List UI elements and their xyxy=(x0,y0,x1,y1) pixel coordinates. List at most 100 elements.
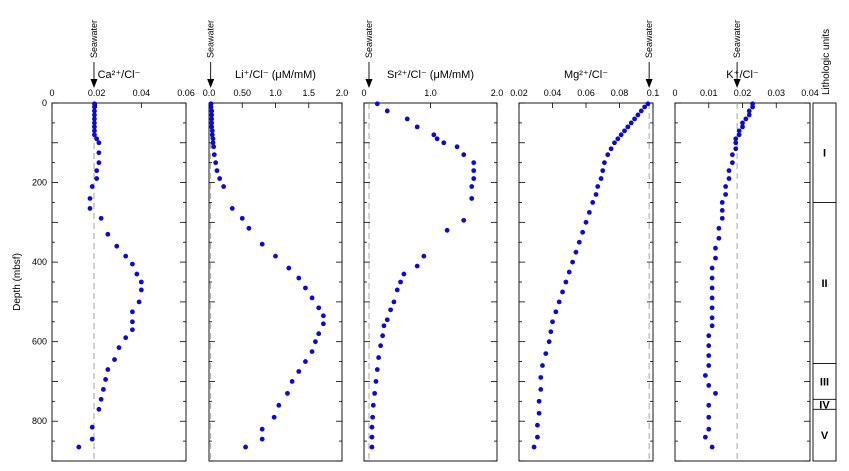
data-point xyxy=(602,160,607,166)
data-point xyxy=(706,353,712,358)
data-point xyxy=(625,124,631,130)
data-point xyxy=(706,402,712,408)
data-point xyxy=(114,243,120,249)
data-point xyxy=(98,396,104,402)
data-point xyxy=(373,379,379,384)
data-point xyxy=(130,261,135,267)
y-tick-label: 400 xyxy=(32,257,47,267)
plot-frame xyxy=(363,102,498,462)
data-point xyxy=(211,152,217,158)
data-point xyxy=(376,355,382,360)
data-point xyxy=(638,108,644,114)
data-point xyxy=(391,299,397,305)
data-point xyxy=(303,359,308,364)
data-point xyxy=(103,377,108,382)
data-point xyxy=(374,101,380,107)
data-point xyxy=(414,263,420,269)
lithology-unit-label: I xyxy=(823,148,826,160)
data-point xyxy=(320,313,326,319)
data-point xyxy=(214,168,220,174)
data-point xyxy=(471,176,477,181)
data-point xyxy=(209,108,215,114)
data-point xyxy=(709,315,715,321)
data-point xyxy=(444,227,450,233)
data-point xyxy=(370,402,376,408)
data-point xyxy=(733,136,739,142)
data-point xyxy=(296,369,302,374)
x-tick-label: 0.03 xyxy=(767,88,785,98)
data-point xyxy=(209,112,215,118)
data-point xyxy=(313,339,318,345)
data-point xyxy=(94,168,100,174)
data-point xyxy=(96,406,102,412)
data-point xyxy=(303,285,308,291)
data-point xyxy=(87,206,93,211)
data-point xyxy=(296,275,302,281)
data-point xyxy=(116,345,122,351)
data-point xyxy=(92,116,97,122)
data-point xyxy=(381,323,387,329)
x-tick-label: 0.04 xyxy=(544,88,562,98)
data-point xyxy=(92,124,97,130)
data-point xyxy=(271,414,277,420)
data-point xyxy=(706,363,712,368)
data-point xyxy=(538,375,544,380)
data-point xyxy=(259,426,265,432)
x-tick-label: 0.06 xyxy=(177,88,195,98)
data-point xyxy=(531,444,537,450)
panel-title: Mg²⁺/Cl⁻ xyxy=(564,69,608,81)
data-point xyxy=(309,295,315,301)
data-point xyxy=(105,231,111,237)
data-point xyxy=(706,426,712,432)
data-point xyxy=(750,104,756,110)
data-point xyxy=(208,104,214,110)
data-point xyxy=(632,116,637,122)
data-point xyxy=(719,208,725,213)
data-point xyxy=(706,383,712,388)
data-point xyxy=(583,219,589,225)
data-point xyxy=(134,271,140,277)
panel-title: Sr²⁺/Cl⁻ (μM/mM) xyxy=(387,69,474,81)
data-point xyxy=(378,343,384,349)
data-point xyxy=(543,351,549,356)
x-tick-label: 0.02 xyxy=(734,88,752,98)
data-point xyxy=(105,367,111,372)
data-point xyxy=(645,101,651,107)
x-tick-label: 0 xyxy=(361,88,366,98)
data-point xyxy=(123,253,129,259)
data-point xyxy=(96,160,102,166)
data-point xyxy=(706,343,712,349)
data-point xyxy=(709,285,715,291)
data-point xyxy=(285,390,290,396)
data-point xyxy=(628,120,634,126)
data-point xyxy=(210,140,216,146)
data-point xyxy=(595,184,601,189)
data-point xyxy=(546,339,552,345)
data-point xyxy=(384,108,390,114)
data-point xyxy=(210,136,216,142)
panel-title: Li⁺/Cl⁻ (μM/mM) xyxy=(235,69,316,81)
data-point xyxy=(441,140,447,146)
data-point xyxy=(573,249,579,255)
data-point xyxy=(431,132,437,138)
data-point xyxy=(709,265,715,271)
data-point xyxy=(593,192,599,197)
data-point xyxy=(92,128,97,134)
data-point xyxy=(98,215,104,221)
data-point xyxy=(553,309,559,315)
data-point xyxy=(536,410,542,416)
data-point xyxy=(136,299,142,305)
lithology-unit-label: II xyxy=(821,278,827,290)
data-point xyxy=(736,132,742,138)
y-axis-title: Depth (mbsf) xyxy=(12,253,23,311)
data-point xyxy=(76,444,82,450)
y-tick-label: 0 xyxy=(42,98,47,108)
x-tick-label: 0.0 xyxy=(203,88,216,98)
data-point xyxy=(536,398,542,404)
data-point xyxy=(538,387,544,392)
data-point xyxy=(713,245,718,251)
data-point xyxy=(286,265,292,271)
data-point xyxy=(600,168,606,174)
panel-title: K⁺/Cl⁻ xyxy=(726,69,759,81)
plot-frame xyxy=(51,102,187,462)
